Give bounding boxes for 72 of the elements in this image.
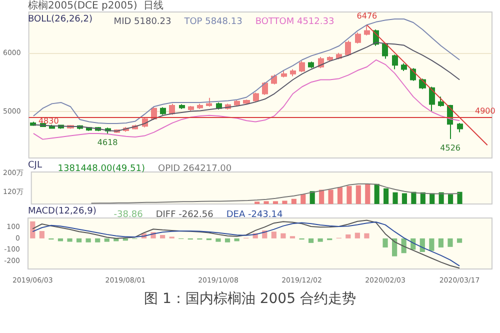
text: 1381448.00(49.51) — [58, 164, 145, 174]
candlestick — [299, 60, 305, 73]
candlestick — [216, 102, 222, 110]
bar — [382, 238, 388, 248]
bar — [234, 238, 240, 242]
bar — [67, 238, 72, 242]
candlestick — [281, 70, 287, 78]
bar — [224, 238, 230, 242]
candlestick — [271, 74, 277, 85]
candlestick — [364, 24, 370, 36]
bar — [76, 238, 82, 242]
bar — [354, 232, 360, 238]
bar — [456, 238, 462, 243]
candlestick — [355, 32, 361, 44]
bar — [30, 221, 36, 238]
series-label: DEA -243.14 — [226, 210, 283, 220]
bar — [280, 233, 286, 238]
bar — [86, 238, 91, 242]
legend-title: BOLL(26,26,2) — [28, 14, 93, 24]
bar — [39, 231, 44, 238]
candlestick — [345, 40, 351, 56]
ref-line-label: 4900 — [475, 106, 496, 116]
annotation: 4618 — [97, 138, 118, 148]
candlestick — [243, 99, 250, 105]
candlestick — [262, 82, 268, 96]
bar — [429, 238, 434, 251]
candlestick — [188, 106, 194, 112]
text: BOTTOM 4512.33 — [255, 17, 334, 27]
candlestick — [401, 62, 407, 72]
candlestick — [327, 56, 333, 62]
candlestick — [234, 100, 240, 107]
bar — [95, 238, 100, 242]
line-series — [90, 183, 460, 204]
candlestick — [457, 122, 463, 133]
legend-title: CJL — [28, 160, 42, 170]
candlestick — [392, 54, 398, 70]
annotation: 6476 — [356, 12, 378, 21]
candlestick — [206, 97, 212, 108]
annotation: 4526 — [440, 143, 460, 152]
series-label: DIFF -262.56 — [156, 210, 214, 220]
series-label: -38.86 — [114, 210, 144, 220]
legend-title: MACD(12,26,9) — [28, 206, 96, 216]
bar — [271, 232, 276, 238]
bar — [216, 238, 221, 242]
chart-subtitle: 棕榈2005(DCE p2005) 日线 — [28, 0, 164, 12]
text: OPID 264217.00 — [158, 164, 232, 174]
text: 图 1：国内棕榈油 2005 合约走势 — [143, 290, 357, 308]
candlestick — [382, 42, 388, 60]
candlestick — [429, 86, 435, 112]
bar — [104, 238, 110, 242]
candlestick — [290, 68, 296, 77]
bar — [438, 238, 444, 248]
bar — [308, 238, 314, 243]
candlestick — [160, 106, 166, 116]
bar — [160, 235, 166, 238]
annotation: 4830 — [38, 116, 59, 126]
candlestick — [308, 61, 314, 69]
bar — [346, 234, 351, 238]
bar — [364, 233, 370, 238]
candlestick — [197, 103, 203, 110]
bar — [318, 238, 323, 242]
line-series — [32, 42, 460, 132]
text: MID 5180.23 — [114, 17, 172, 27]
bar — [448, 238, 453, 247]
candlestick — [179, 104, 185, 110]
text: TOP 5848.13 — [183, 17, 242, 27]
bar — [392, 238, 398, 256]
bar — [420, 238, 425, 252]
candlestick — [438, 96, 444, 108]
candlestick — [169, 103, 175, 114]
candlestick — [253, 92, 259, 102]
line-series — [32, 59, 460, 140]
